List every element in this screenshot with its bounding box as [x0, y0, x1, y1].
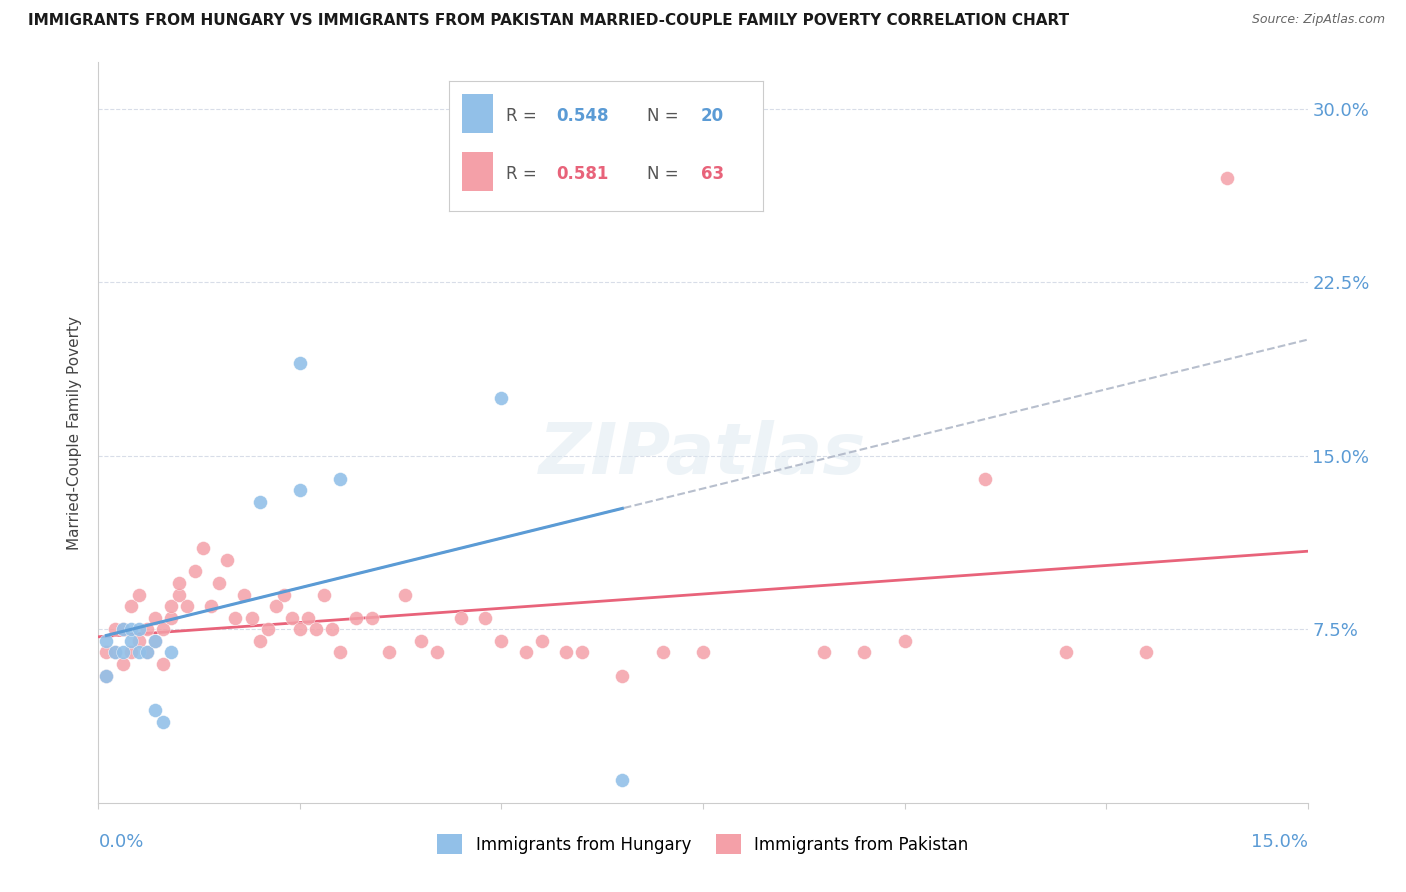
Text: ZIPatlas: ZIPatlas: [540, 420, 866, 490]
Point: [128, 633, 150, 648]
Point: [143, 633, 166, 648]
Point: [217, 553, 239, 567]
Point: [111, 622, 134, 636]
Point: [143, 610, 166, 624]
Point: [555, 645, 578, 659]
Point: [450, 610, 472, 624]
Point: [344, 610, 367, 624]
Point: [152, 657, 174, 671]
Point: [200, 599, 222, 614]
Point: [120, 599, 142, 614]
Point: [249, 633, 271, 648]
Y-axis label: Married-Couple Family Poverty: Married-Couple Family Poverty: [67, 316, 83, 549]
Point: [96, 668, 118, 682]
Point: [1054, 645, 1077, 659]
Point: [297, 610, 319, 624]
Text: Source: ZipAtlas.com: Source: ZipAtlas.com: [1251, 13, 1385, 27]
Point: [305, 622, 328, 636]
Point: [409, 633, 432, 648]
Point: [143, 703, 166, 717]
Point: [692, 645, 714, 659]
Point: [329, 472, 352, 486]
Point: [281, 610, 304, 624]
Point: [571, 645, 593, 659]
Text: IMMIGRANTS FROM HUNGARY VS IMMIGRANTS FROM PAKISTAN MARRIED-COUPLE FAMILY POVERT: IMMIGRANTS FROM HUNGARY VS IMMIGRANTS FR…: [28, 13, 1069, 29]
Point: [361, 610, 384, 624]
Point: [103, 645, 125, 659]
Point: [474, 610, 496, 624]
Point: [530, 633, 553, 648]
Point: [612, 668, 634, 682]
Point: [249, 495, 271, 509]
Point: [128, 588, 150, 602]
Point: [167, 588, 190, 602]
Point: [240, 610, 263, 624]
Point: [96, 633, 118, 648]
Point: [273, 588, 295, 602]
Point: [160, 599, 183, 614]
Point: [152, 622, 174, 636]
Legend: Immigrants from Hungary, Immigrants from Pakistan: Immigrants from Hungary, Immigrants from…: [430, 828, 976, 861]
Point: [128, 622, 150, 636]
Point: [1135, 645, 1157, 659]
Point: [120, 633, 142, 648]
Point: [377, 645, 399, 659]
Point: [111, 622, 134, 636]
Point: [264, 599, 287, 614]
Point: [256, 622, 278, 636]
Point: [612, 772, 634, 787]
Point: [135, 645, 157, 659]
Point: [426, 645, 449, 659]
Point: [329, 645, 352, 659]
Point: [1216, 171, 1239, 186]
Point: [288, 483, 311, 498]
Point: [184, 565, 207, 579]
Point: [135, 622, 157, 636]
Point: [111, 645, 134, 659]
Point: [176, 599, 198, 614]
Point: [96, 668, 118, 682]
Point: [120, 645, 142, 659]
Point: [394, 588, 416, 602]
Text: 0.0%: 0.0%: [98, 833, 143, 851]
Point: [143, 633, 166, 648]
Point: [314, 588, 336, 602]
Point: [321, 622, 343, 636]
Point: [167, 576, 190, 591]
Point: [491, 391, 513, 405]
Point: [103, 645, 125, 659]
Point: [288, 356, 311, 370]
Point: [111, 657, 134, 671]
Text: 15.0%: 15.0%: [1250, 833, 1308, 851]
Point: [96, 645, 118, 659]
Point: [651, 645, 673, 659]
Point: [120, 622, 142, 636]
Point: [193, 541, 215, 556]
Point: [893, 633, 915, 648]
Point: [128, 645, 150, 659]
Point: [491, 633, 513, 648]
Point: [232, 588, 254, 602]
Point: [160, 645, 183, 659]
Point: [135, 645, 157, 659]
Point: [208, 576, 231, 591]
Point: [152, 714, 174, 729]
Point: [160, 610, 183, 624]
Point: [224, 610, 246, 624]
Point: [853, 645, 876, 659]
Point: [103, 622, 125, 636]
Point: [813, 645, 835, 659]
Point: [974, 472, 997, 486]
Point: [515, 645, 537, 659]
Point: [288, 622, 311, 636]
